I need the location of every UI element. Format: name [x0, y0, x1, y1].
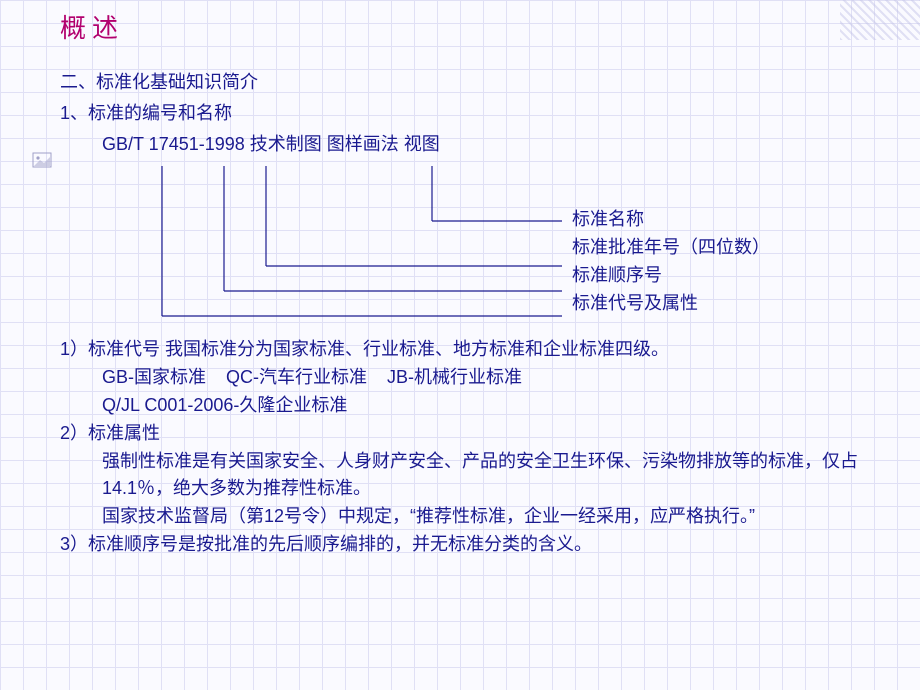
label-code: 标准代号及属性	[572, 290, 770, 318]
label-year: 标准批准年号（四位数）	[572, 234, 770, 262]
standard-code-example: GB/T 17451-1998 技术制图 图样画法 视图	[60, 131, 860, 158]
para-1-line2: GB-国家标准 QC-汽车行业标准 JB-机械行业标准	[60, 364, 860, 392]
label-name: 标准名称	[572, 206, 770, 234]
page-title: 概述	[60, 8, 860, 45]
para-1-head: 1）标准代号 我国标准分为国家标准、行业标准、地方标准和企业标准四级。	[60, 336, 860, 364]
para-2-head: 2）标准属性	[60, 420, 860, 448]
item-1-heading: 1、标准的编号和名称	[60, 100, 860, 127]
bracket-diagram: 标准名称 标准批准年号（四位数） 标准顺序号 标准代号及属性	[102, 166, 860, 336]
para-3: 3）标准顺序号是按批准的先后顺序编排的，并无标准分类的含义。	[60, 531, 860, 559]
bracket-lines	[102, 166, 572, 336]
diagram-labels: 标准名称 标准批准年号（四位数） 标准顺序号 标准代号及属性	[572, 206, 770, 318]
section-heading: 二、标准化基础知识简介	[60, 69, 860, 96]
label-sequence: 标准顺序号	[572, 262, 770, 290]
para-2-body2: 国家技术监督局（第12号令）中规定，“推荐性标准，企业一经采用，应严格执行。”	[60, 503, 860, 531]
para-1-line3: Q/JL C001-2006-久隆企业标准	[60, 392, 860, 420]
para-2-body1: 强制性标准是有关国家安全、人身财产安全、产品的安全卫生环保、污染物排放等的标准，…	[60, 448, 860, 504]
